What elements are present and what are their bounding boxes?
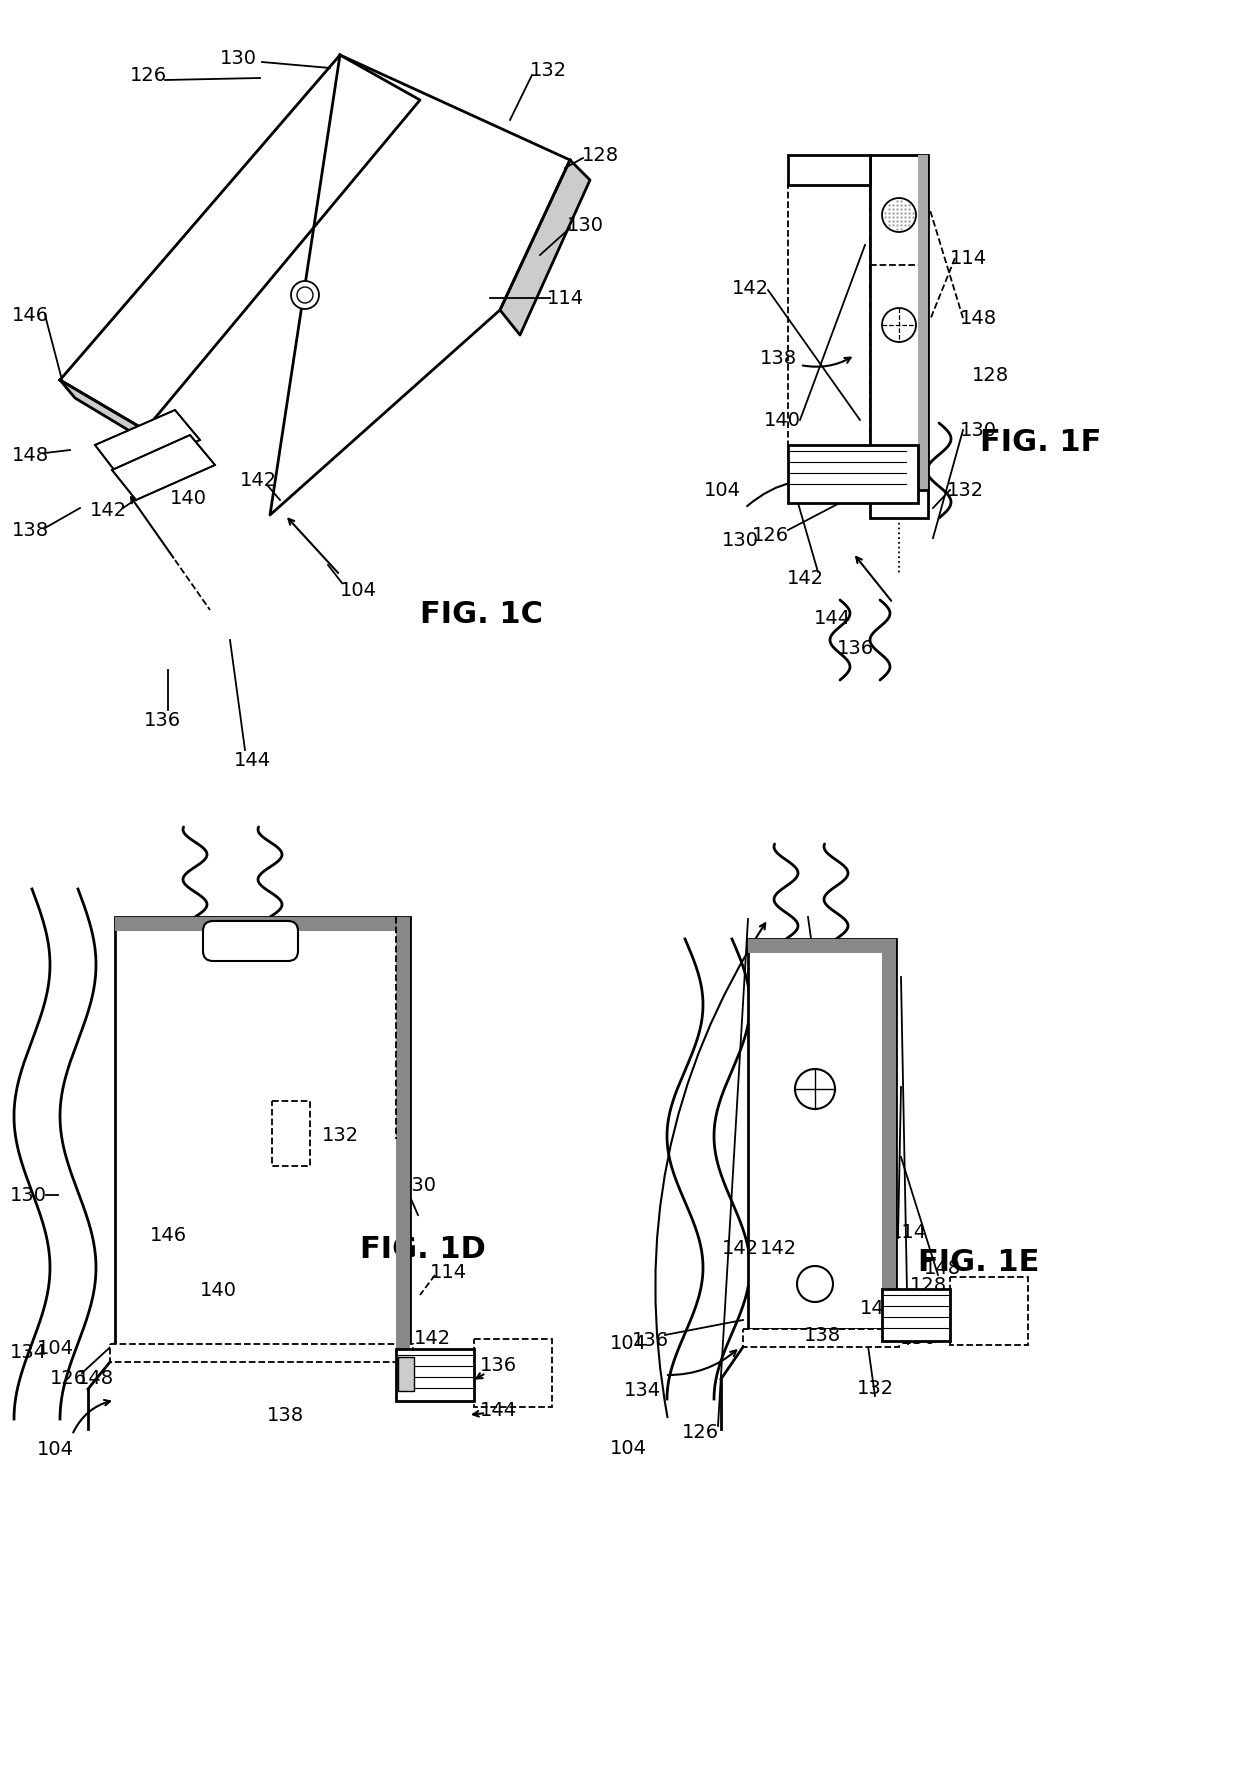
Text: 134: 134 [624,1380,661,1399]
Text: 148: 148 [11,446,48,464]
Text: 140: 140 [170,489,207,507]
Text: 142: 142 [732,279,769,297]
Text: 114: 114 [547,288,584,308]
Polygon shape [95,411,200,475]
Text: 138: 138 [267,1405,304,1424]
Text: 138: 138 [759,348,796,368]
Text: 142: 142 [759,1239,796,1257]
Bar [398,1357,414,1390]
Text: 136: 136 [480,1355,517,1374]
Polygon shape [112,436,215,500]
Text: 142: 142 [239,471,277,489]
Circle shape [882,197,916,231]
Text: 128: 128 [971,366,1008,384]
Text: 126: 126 [129,66,166,85]
Bar [474,1339,552,1406]
Bar [918,155,928,491]
Text: 142: 142 [89,500,126,519]
Bar [882,1289,950,1341]
Text: 114: 114 [429,1262,466,1282]
Text: 104: 104 [340,580,377,599]
Text: FIG. 1E: FIG. 1E [918,1248,1039,1277]
Bar [870,491,928,517]
Bar [748,939,897,1328]
Text: 104: 104 [610,1438,646,1458]
Bar [787,183,870,459]
Text: 144: 144 [233,750,270,770]
Bar [396,917,410,1351]
Text: 144: 144 [480,1401,517,1419]
Circle shape [298,286,312,302]
Text: 146: 146 [150,1225,186,1245]
Text: FIG. 1D: FIG. 1D [360,1236,486,1264]
Text: 142: 142 [722,1239,759,1257]
Text: 128: 128 [582,146,619,165]
Text: 144: 144 [813,608,851,628]
Text: 138: 138 [804,1326,841,1344]
Text: 132: 132 [529,60,567,80]
FancyBboxPatch shape [203,921,298,960]
Text: 140: 140 [764,411,801,430]
Bar [396,1350,474,1401]
Text: 132: 132 [321,1125,358,1145]
Text: 138: 138 [11,521,48,539]
Circle shape [795,1069,835,1109]
Bar [272,1101,310,1166]
Text: 148: 148 [960,309,997,327]
Text: 134: 134 [10,1342,47,1362]
Text: 130: 130 [219,48,257,68]
Text: 126: 126 [50,1369,87,1387]
Bar [110,1344,413,1362]
Text: 104: 104 [703,480,740,500]
Text: 142: 142 [413,1328,450,1348]
Polygon shape [270,55,570,516]
Polygon shape [500,160,590,334]
Bar [203,932,298,951]
Text: 148: 148 [77,1369,114,1387]
Text: 148: 148 [924,1259,961,1278]
Text: 140: 140 [200,1280,237,1300]
Text: 132: 132 [857,1378,894,1398]
Text: 146: 146 [11,306,48,325]
Bar [882,939,897,1328]
Text: 140: 140 [859,1298,897,1317]
Text: 130: 130 [399,1175,436,1195]
Text: 130: 130 [960,421,997,439]
Text: 132: 132 [946,480,983,500]
Text: 130: 130 [722,530,759,549]
Bar [950,1277,1028,1344]
Text: 126: 126 [682,1422,718,1442]
Text: 130: 130 [567,215,604,235]
Text: 104: 104 [36,1440,73,1458]
Bar [787,155,870,185]
Text: 136: 136 [631,1330,668,1350]
Circle shape [291,281,319,309]
Text: 114: 114 [950,249,987,267]
Text: 126: 126 [751,526,789,544]
Circle shape [882,308,916,341]
Text: 114: 114 [889,1223,926,1241]
Polygon shape [60,380,157,448]
Bar [115,917,410,1351]
Text: 130: 130 [899,1328,936,1348]
Bar [787,444,918,503]
Polygon shape [60,55,420,430]
Text: 136: 136 [837,638,873,658]
Bar [870,155,928,491]
Text: 136: 136 [144,711,181,729]
Text: 130: 130 [10,1186,47,1204]
Text: 104: 104 [610,1334,646,1353]
Text: 142: 142 [786,569,823,587]
Text: 128: 128 [909,1275,946,1294]
Bar [748,939,897,953]
Text: FIG. 1F: FIG. 1F [980,428,1101,457]
Text: FIG. 1C: FIG. 1C [420,599,543,629]
Text: 104: 104 [36,1339,73,1357]
Bar [115,917,410,932]
Bar [743,1328,899,1348]
Circle shape [797,1266,833,1301]
